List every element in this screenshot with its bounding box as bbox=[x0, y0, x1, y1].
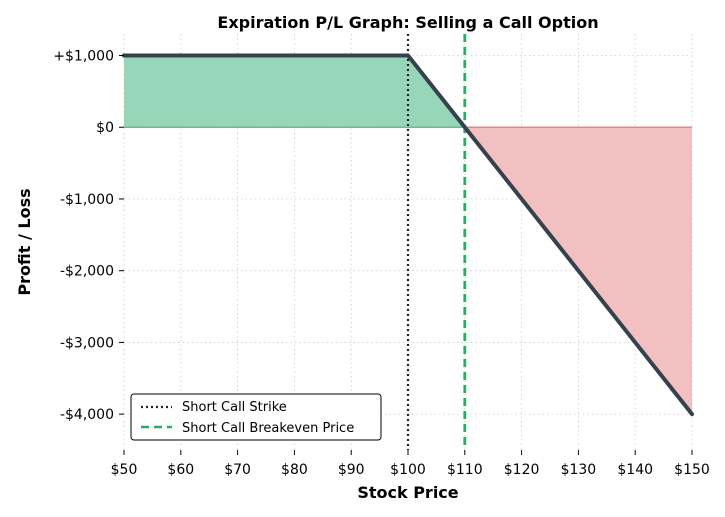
y-tick-label: +$1,000 bbox=[53, 49, 114, 65]
x-tick-label: $70 bbox=[224, 462, 251, 478]
y-tick-label: -$1,000 bbox=[60, 192, 114, 208]
legend: Short Call Strike Short Call Breakeven P… bbox=[130, 393, 382, 441]
chart-title: Expiration P/L Graph: Selling a Call Opt… bbox=[217, 13, 598, 32]
reference-lines bbox=[406, 34, 467, 450]
profit-area bbox=[124, 55, 465, 128]
legend-strike-label: Short Call Strike bbox=[182, 400, 287, 415]
x-tick-label: $120 bbox=[504, 462, 540, 478]
y-tick-label: -$2,000 bbox=[60, 264, 114, 280]
x-axis-ticks: $50 $60 $70 $80 $90 $100 $110 $120 $130 $140 $150 bbox=[111, 450, 710, 478]
legend-breakeven-label: Short Call Breakeven Price bbox=[182, 421, 354, 436]
x-axis-label: Stock Price bbox=[357, 483, 458, 502]
y-tick-label: -$3,000 bbox=[60, 335, 114, 351]
y-axis-ticks: +$1,000 $0 -$1,000 -$2,000 -$3,000 -$4,000 bbox=[53, 49, 124, 423]
x-tick-label: $130 bbox=[561, 462, 597, 478]
x-tick-label: $80 bbox=[281, 462, 308, 478]
x-tick-label: $140 bbox=[617, 462, 653, 478]
x-tick-label: $100 bbox=[390, 462, 426, 478]
x-tick-label: $150 bbox=[674, 462, 710, 478]
x-tick-label: $50 bbox=[111, 462, 138, 478]
x-tick-label: $110 bbox=[447, 462, 483, 478]
y-tick-label: $0 bbox=[96, 120, 114, 136]
y-tick-label: -$4,000 bbox=[60, 407, 114, 423]
payoff-line bbox=[122, 53, 694, 417]
legend-box bbox=[130, 393, 382, 441]
series bbox=[122, 53, 694, 417]
y-axis-label: Profit / Loss bbox=[15, 188, 34, 295]
x-tick-label: $60 bbox=[167, 462, 194, 478]
x-tick-label: $90 bbox=[338, 462, 365, 478]
